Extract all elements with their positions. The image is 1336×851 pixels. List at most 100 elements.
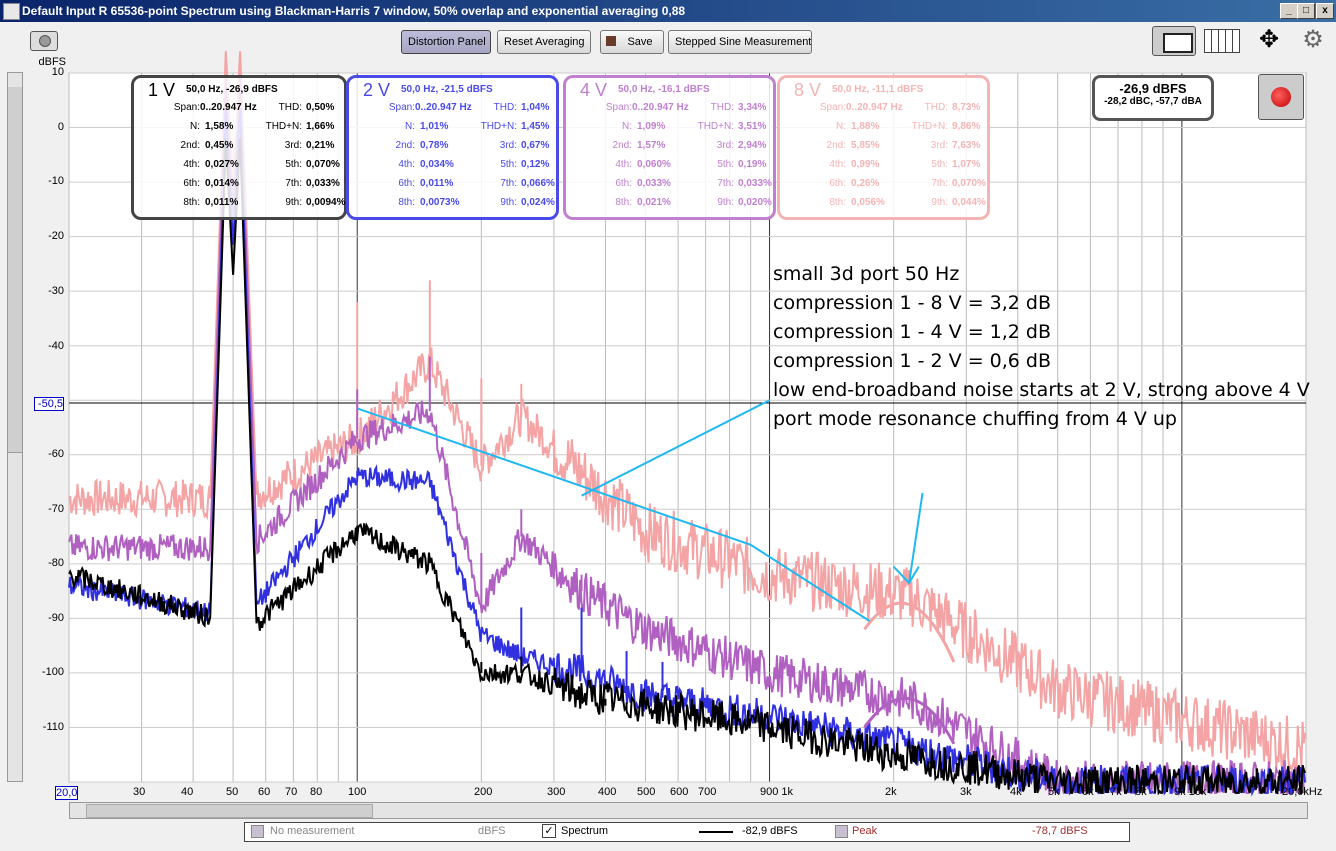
y-tick-label: -70: [48, 503, 64, 515]
panel-field-label: THD:: [278, 102, 302, 113]
fit-arrows-icon[interactable]: ✥: [1258, 26, 1280, 53]
panel-field-value: 0,0094%: [306, 197, 346, 208]
record-button[interactable]: [1258, 74, 1304, 120]
resonance-4v: [863, 696, 956, 745]
panel-field-value: 9,86%: [952, 121, 981, 132]
y-tick-label: -100: [41, 666, 64, 678]
annotation-line-1: small 3d port 50 Hz: [773, 263, 960, 285]
close-button[interactable]: x: [1316, 3, 1334, 19]
annotation-arrowhead: [892, 565, 920, 585]
panel-field-value: 0,044%: [952, 197, 986, 208]
panel-field-value: 0,033%: [637, 178, 671, 189]
annotation-arrow-line: [908, 492, 924, 584]
panel-subtitle: 50,0 Hz, -26,9 dBFS: [186, 84, 278, 95]
panel-field-label: 5th:: [931, 159, 948, 170]
panel-field-label: 8th:: [398, 197, 415, 208]
panel-field-value: 1,66%: [306, 121, 335, 132]
panel-field-label: 5th:: [717, 159, 734, 170]
panel-field-value: 0,67%: [521, 140, 550, 151]
panel-field-label: 3rd:: [284, 140, 302, 151]
panel-subtitle: 50,0 Hz, -21,5 dBFS: [401, 84, 493, 95]
reset-averaging-button[interactable]: Reset Averaging: [497, 30, 591, 54]
panel-field-value: 0..20.947 Hz: [415, 102, 472, 113]
x-tick-label: 60: [258, 786, 271, 798]
x-tick-label: 7k: [1110, 786, 1122, 798]
distortion-panel-button[interactable]: Distortion Panel: [401, 30, 491, 54]
x-tick-label: 5k: [1048, 786, 1060, 798]
stepped-sine-button[interactable]: Stepped Sine Measurement: [668, 30, 812, 54]
panel-field-label: 7th:: [931, 178, 948, 189]
annotation-line-5: low end-broadband noise starts at 2 V, s…: [773, 379, 1310, 401]
window-layout-icon[interactable]: [1152, 26, 1196, 56]
panel-field-label: THD:: [710, 102, 734, 113]
panel-field-label: THD+N:: [265, 121, 302, 132]
panel-field-label: Span:: [388, 102, 415, 113]
panel-field-label: 2nd:: [826, 140, 846, 151]
y-unit-label: dBFS: [38, 56, 66, 68]
panel-field-label: 3rd:: [716, 140, 734, 151]
panel-field-value: 0,19%: [738, 159, 767, 170]
settings-gear-icon[interactable]: ⚙: [1302, 26, 1324, 53]
panel-field-label: 8th:: [615, 197, 632, 208]
x-tick-label: 80: [310, 786, 323, 798]
panel-title: 1 V: [148, 80, 176, 100]
distortion-panel-3: 4 V 50,0 Hz, -16,1 dBFS Span: 0..20.947 Hz T…: [563, 75, 776, 220]
panel-field-label: 4th:: [615, 159, 632, 170]
panel-field-label: Span:: [605, 102, 632, 113]
x-tick-label: 300: [547, 786, 566, 798]
panel-field-label: 9th:: [285, 197, 302, 208]
panel-field-label: 3rd:: [499, 140, 517, 151]
y-tick-label: -20: [48, 230, 64, 242]
panel-field-value: 0,78%: [420, 140, 449, 151]
panel-field-value: 1,57%: [637, 140, 666, 151]
panel-field-label: 3rd:: [930, 140, 948, 151]
spectrum-checkbox[interactable]: ✓: [542, 824, 556, 838]
panel-field-value: 0,020%: [738, 197, 772, 208]
panel-field-value: 0,024%: [521, 197, 555, 208]
y-tick-label: -80: [48, 557, 64, 569]
distortion-panel-2: 2 V 50,0 Hz, -21,5 dBFS Span: 0..20.947 Hz T…: [346, 75, 559, 220]
panel-field-label: 5th:: [500, 159, 517, 170]
panel-field-label: 8th:: [183, 197, 200, 208]
x-tick-label: 9k 10k: [1174, 786, 1207, 798]
columns-icon[interactable]: [1204, 29, 1240, 53]
no-measurement-unit: dBFS: [478, 825, 506, 837]
x-tick-label: 4k: [1010, 786, 1022, 798]
panel-field-label: 6th:: [829, 178, 846, 189]
panel-field-value: 0,45%: [205, 140, 234, 151]
x-tick-label: 900 1k: [760, 786, 794, 798]
no-measurement-checkbox[interactable]: [251, 825, 264, 838]
panel-field-value: 0,070%: [306, 159, 340, 170]
panel-field-value: 0,26%: [851, 178, 880, 189]
save-button[interactable]: Save: [600, 30, 664, 54]
maximize-button[interactable]: □: [1297, 3, 1315, 19]
x-tick-label: 400: [598, 786, 617, 798]
panel-field-value: 0..20.947 Hz: [632, 102, 689, 113]
camera-icon[interactable]: [30, 31, 58, 51]
panel-field-value: 0,070%: [952, 178, 986, 189]
level-sub: -28,2 dBC, -57,7 dBA: [1104, 96, 1202, 107]
vertical-scrollbar[interactable]: [7, 72, 23, 782]
panel-field-value: 1,45%: [521, 121, 550, 132]
panel-field-value: 0,014%: [205, 178, 239, 189]
save-icon: [606, 36, 616, 46]
x-tick-label: 2k: [885, 786, 897, 798]
legend-bar: No measurement dBFS ✓ Spectrum -82,9 dBF…: [244, 822, 1130, 842]
panel-field-label: THD:: [493, 102, 517, 113]
peak-label: Peak: [852, 825, 878, 837]
peak-checkbox[interactable]: [835, 825, 848, 838]
panel-field-value: 0..20.947 Hz: [846, 102, 903, 113]
panel-field-label: 2nd:: [180, 140, 200, 151]
x-tick-label: 70: [285, 786, 298, 798]
y-tick-label: -60: [48, 448, 64, 460]
panel-field-label: N:: [622, 121, 632, 132]
x-tick-label: 20,0kHz: [1282, 786, 1323, 798]
panel-title: 2 V: [363, 80, 391, 100]
panel-field-label: 6th:: [398, 178, 415, 189]
horizontal-scrollbar[interactable]: [69, 802, 1308, 819]
panel-field-label: 6th:: [183, 178, 200, 189]
level-readout: -26,9 dBFS -28,2 dBC, -57,7 dBA: [1092, 75, 1214, 121]
spectrum-value: -82,9 dBFS: [742, 825, 798, 837]
panel-field-label: 7th:: [717, 178, 734, 189]
panel-field-value: 0,99%: [851, 159, 880, 170]
